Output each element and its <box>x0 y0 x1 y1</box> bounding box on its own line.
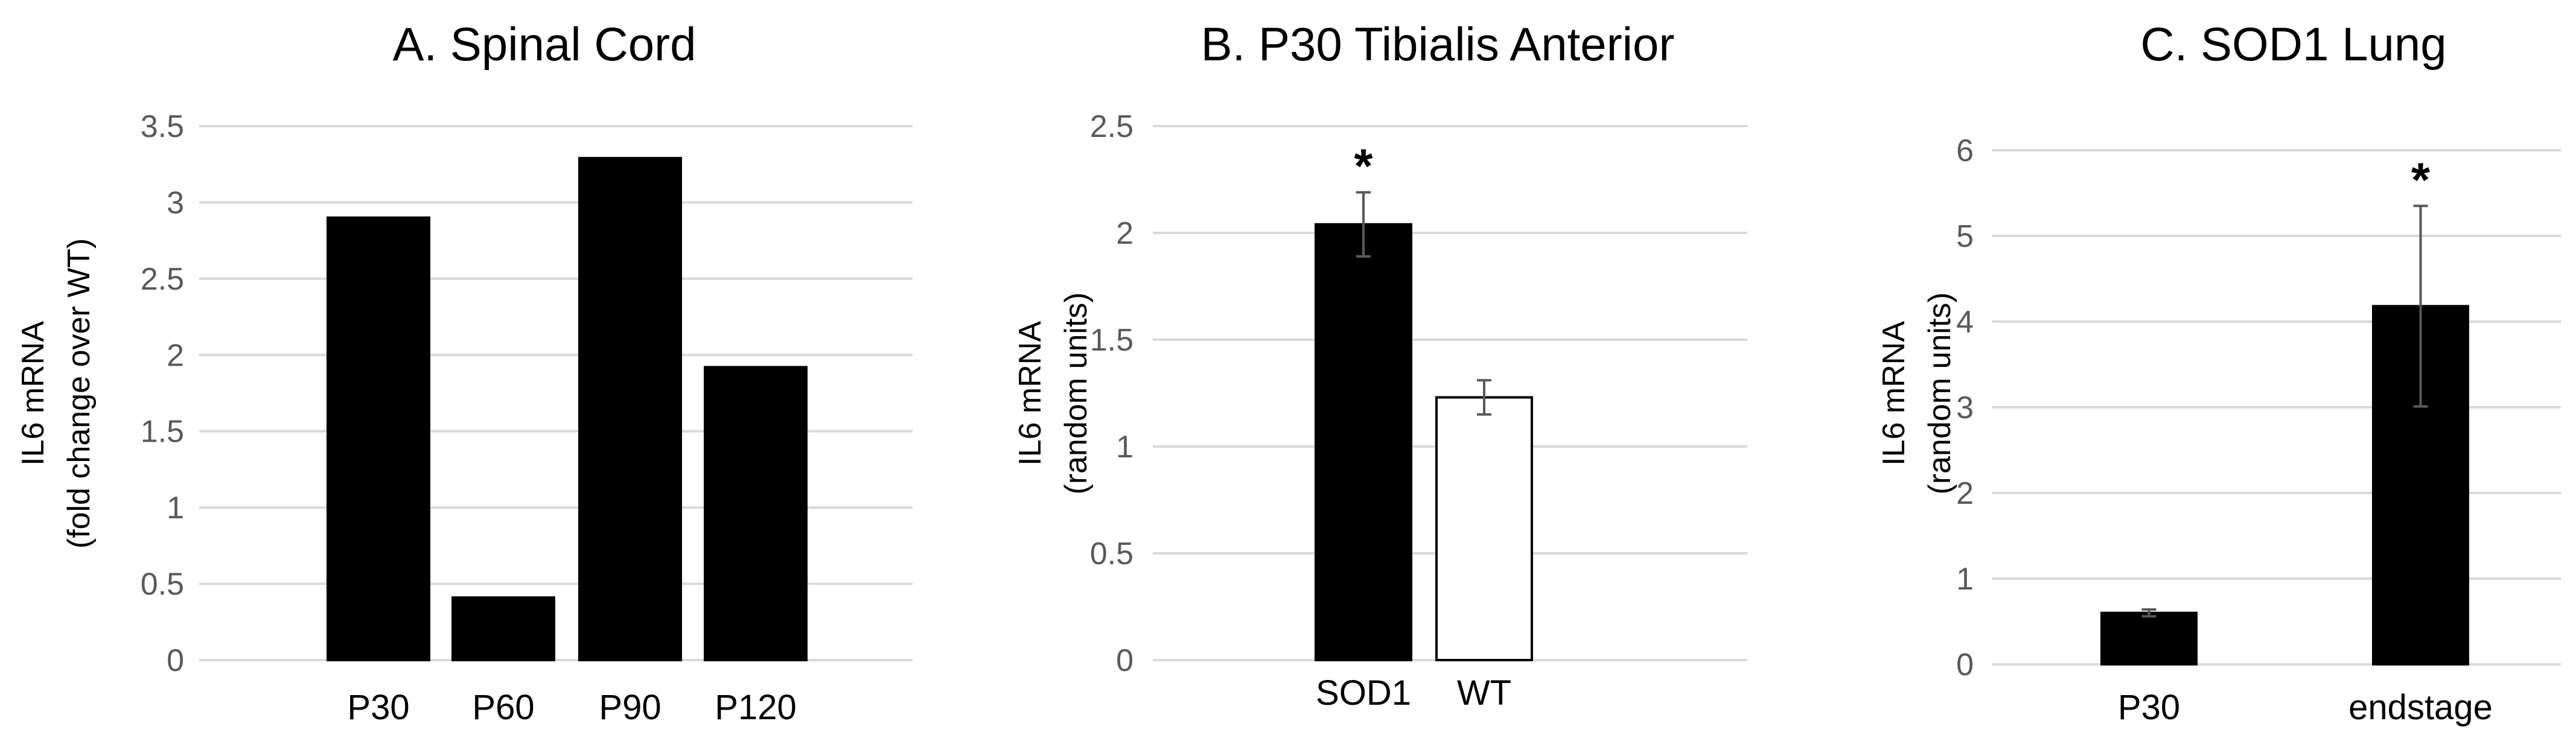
chart-panel-a: A. Spinal Cord 0 0.5 1 1.5 2 2.5 3 3.5 IL6 mRNA (f… <box>16 17 913 727</box>
x-tick-label: endstage <box>2348 688 2493 727</box>
y-tick-label: 0.5 <box>141 567 184 602</box>
y-tick-label: 0 <box>1956 647 1974 682</box>
y-tick-label: 1 <box>1116 430 1133 465</box>
y-tick-label: 2.5 <box>141 262 184 297</box>
bar <box>1315 223 1412 661</box>
chart-title: A. Spinal Cord <box>393 17 697 71</box>
significance-marker: * <box>2411 153 2431 206</box>
y-tick-label: 2 <box>167 338 184 373</box>
y-tick-label: 1 <box>1956 562 1974 597</box>
chart-panel-c: C. SOD1 Lung 0 1 2 3 4 5 6 IL6 mRNA (random units… <box>1876 17 2561 727</box>
x-tick-label: P30 <box>347 688 409 727</box>
y-axis-label: (random units) <box>1059 292 1094 494</box>
y-tick-label: 2 <box>1116 216 1133 251</box>
y-tick-label: 5 <box>1956 219 1974 254</box>
y-axis-label: IL6 mRNA <box>16 321 51 466</box>
x-tick-label: P90 <box>599 688 661 727</box>
x-tick-label: WT <box>1457 673 1511 713</box>
bar <box>1435 396 1533 662</box>
y-tick-label: 1.5 <box>1090 323 1133 358</box>
y-tick-label: 1 <box>167 491 184 526</box>
y-tick-label: 3.5 <box>141 109 184 144</box>
y-tick-label: 4 <box>1956 305 1974 340</box>
y-tick-label: 2.5 <box>1090 109 1133 144</box>
y-axis-label: IL6 mRNA <box>1876 321 1911 466</box>
bar <box>578 157 682 662</box>
x-tick-label: SOD1 <box>1316 673 1411 713</box>
bar <box>2100 611 2198 666</box>
significance-marker: * <box>1354 139 1373 193</box>
y-tick-label: 2 <box>1956 476 1974 511</box>
y-tick-label: 1.5 <box>141 415 184 450</box>
chart-panel-b: B. P30 Tibialis Anterior 0 0.5 1 1.5 2 2.5 IL6 … <box>1013 17 1747 713</box>
y-tick-label: 3 <box>167 185 184 220</box>
y-axis-label: (random units) <box>1922 292 1957 494</box>
y-tick-label: 0 <box>1116 643 1133 678</box>
bar <box>327 216 430 661</box>
chart-title: B. P30 Tibialis Anterior <box>1201 17 1675 71</box>
x-tick-label: P60 <box>472 688 534 727</box>
x-tick-label: P30 <box>2118 688 2180 727</box>
y-axis-label: (fold change over WT) <box>62 238 97 548</box>
x-tick-label: P120 <box>715 688 796 727</box>
y-tick-label: 0.5 <box>1090 536 1133 571</box>
bar <box>451 596 555 661</box>
chart-title: C. SOD1 Lung <box>2140 17 2446 71</box>
y-tick-label: 0 <box>167 643 184 678</box>
y-tick-label: 3 <box>1956 390 1974 425</box>
y-axis-label: IL6 mRNA <box>1013 321 1048 466</box>
bar <box>704 366 808 661</box>
y-tick-label: 6 <box>1956 133 1974 168</box>
